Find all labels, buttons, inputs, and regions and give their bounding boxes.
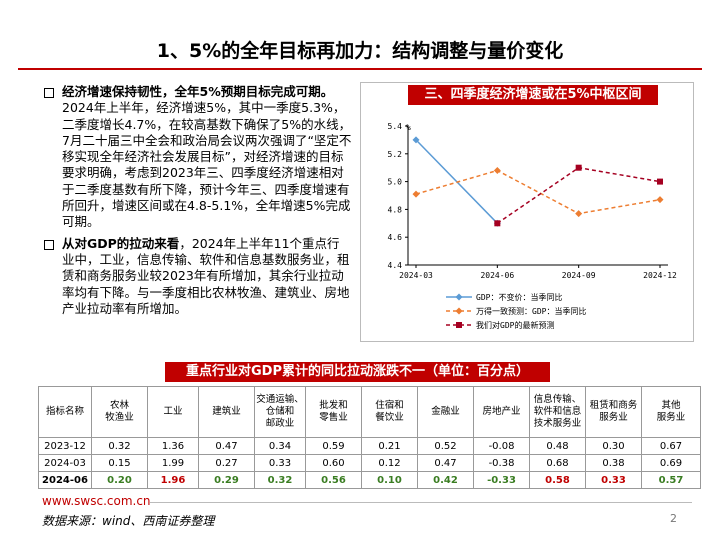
cell: 2024-03 [38, 454, 92, 472]
cell: 2023-12 [38, 437, 92, 455]
header-cell: 住宿和 餐饮业 [361, 386, 418, 438]
cell: -0.33 [473, 471, 530, 489]
header-cell: 指标名称 [38, 386, 92, 438]
footer-url: www.swsc.com.cn [42, 494, 151, 508]
cell: 0.52 [417, 437, 474, 455]
header-cell: 交通运输、 仓储和 邮政业 [254, 386, 306, 438]
footer-source: 数据来源：wind、西南证券整理 [42, 514, 215, 528]
page-number: 2 [670, 512, 677, 525]
header-cell: 金融业 [417, 386, 474, 438]
row: 2024-06 0.20 1.96 0.29 0.32 0.56 0.10 0.42 -0.33… [38, 471, 701, 489]
cell: -0.38 [473, 454, 530, 472]
cell: 0.68 [529, 454, 586, 472]
cell: 0.12 [361, 454, 418, 472]
bullet: 经济增速保持韧性，全年5%预期目标完成可期。2024年上半年，经济增速5%，其中… [42, 84, 352, 231]
header-cell: 信息传输、 软件和信息 技术服务业 [529, 386, 586, 438]
row: 2023-12 0.32 1.36 0.47 0.34 0.59 0.21 0.52 -0.08… [38, 437, 701, 455]
title-rule [18, 68, 702, 70]
header-cell: 建筑业 [198, 386, 255, 438]
cell: 0.59 [305, 437, 362, 455]
chart-box [360, 82, 694, 342]
slide-title: 1、5%的全年目标再加力：结构调整与量价变化 [156, 40, 564, 62]
bullets: 经济增速保持韧性，全年5%预期目标完成可期。2024年上半年，经济增速5%，其中… [42, 84, 352, 322]
cell: 0.47 [417, 454, 474, 472]
cell: 0.57 [641, 471, 701, 489]
cell: 2024-06 [38, 471, 92, 489]
cell: 0.69 [641, 454, 701, 472]
cell: 0.10 [361, 471, 418, 489]
cell: 0.29 [198, 471, 255, 489]
header-cell: 农林 牧渔业 [91, 386, 148, 438]
cell: 0.47 [198, 437, 255, 455]
cell: 0.20 [91, 471, 148, 489]
bullet-text: ，2024年上半年11个重点行业中，工业，信息传输、软件和信息基数服务业，租赁和… [62, 235, 350, 316]
header-row: 指标名称 农林 牧渔业 工业 建筑业 交通运输、 仓储和 邮政业 批发和 零售业 住宿和 餐… [38, 386, 701, 438]
header-cell: 房地产业 [473, 386, 530, 438]
cell: 1.99 [147, 454, 199, 472]
cell: 0.32 [91, 437, 148, 455]
cell: -0.08 [473, 437, 530, 455]
cell: 1.36 [147, 437, 199, 455]
bullet-bold: 从对GDP的拉动来看 [62, 235, 180, 251]
cell: 0.48 [529, 437, 586, 455]
bullet-bold: 经济增速保持韧性，全年5%预期目标完成可期。 [62, 84, 334, 99]
cell: 0.33 [254, 454, 306, 472]
cell: 0.34 [254, 437, 306, 455]
cell: 0.15 [91, 454, 148, 472]
table: 指标名称 农林 牧渔业 工业 建筑业 交通运输、 仓储和 邮政业 批发和 零售业 住宿和 餐… [38, 386, 701, 489]
header-cell: 其他 服务业 [641, 386, 701, 438]
header-cell: 批发和 零售业 [305, 386, 362, 438]
cell: 0.67 [641, 437, 701, 455]
cell: 0.60 [305, 454, 362, 472]
cell: 0.27 [198, 454, 255, 472]
cell: 0.38 [585, 454, 642, 472]
chart-title: 三、四季度经济增速或在5%中枢区间 [408, 85, 658, 105]
header-cell: 租赁和商务 服务业 [585, 386, 642, 438]
cell: 0.42 [417, 471, 474, 489]
cell: 0.56 [305, 471, 362, 489]
footer-rule [150, 502, 692, 503]
bullet-text: 2024年上半年，经济增速5%，其中一季度5.3%，二季度增长4.7%，在较高基… [62, 100, 352, 230]
cell: 0.32 [254, 471, 306, 489]
cell: 1.96 [147, 471, 199, 489]
header-cell: 工业 [147, 386, 199, 438]
bullet: 从对GDP的拉动来看，2024年上半年11个重点行业中，工业，信息传输、软件和信… [42, 236, 352, 317]
cell: 0.58 [529, 471, 586, 489]
cell: 0.33 [585, 471, 642, 489]
row: 2024-03 0.15 1.99 0.27 0.33 0.60 0.12 0.47 -0.38… [38, 454, 701, 472]
cell: 0.21 [361, 437, 418, 455]
cell: 0.30 [585, 437, 642, 455]
table-title: 重点行业对GDP累计的同比拉动涨跌不一（单位：百分点） [165, 362, 550, 382]
